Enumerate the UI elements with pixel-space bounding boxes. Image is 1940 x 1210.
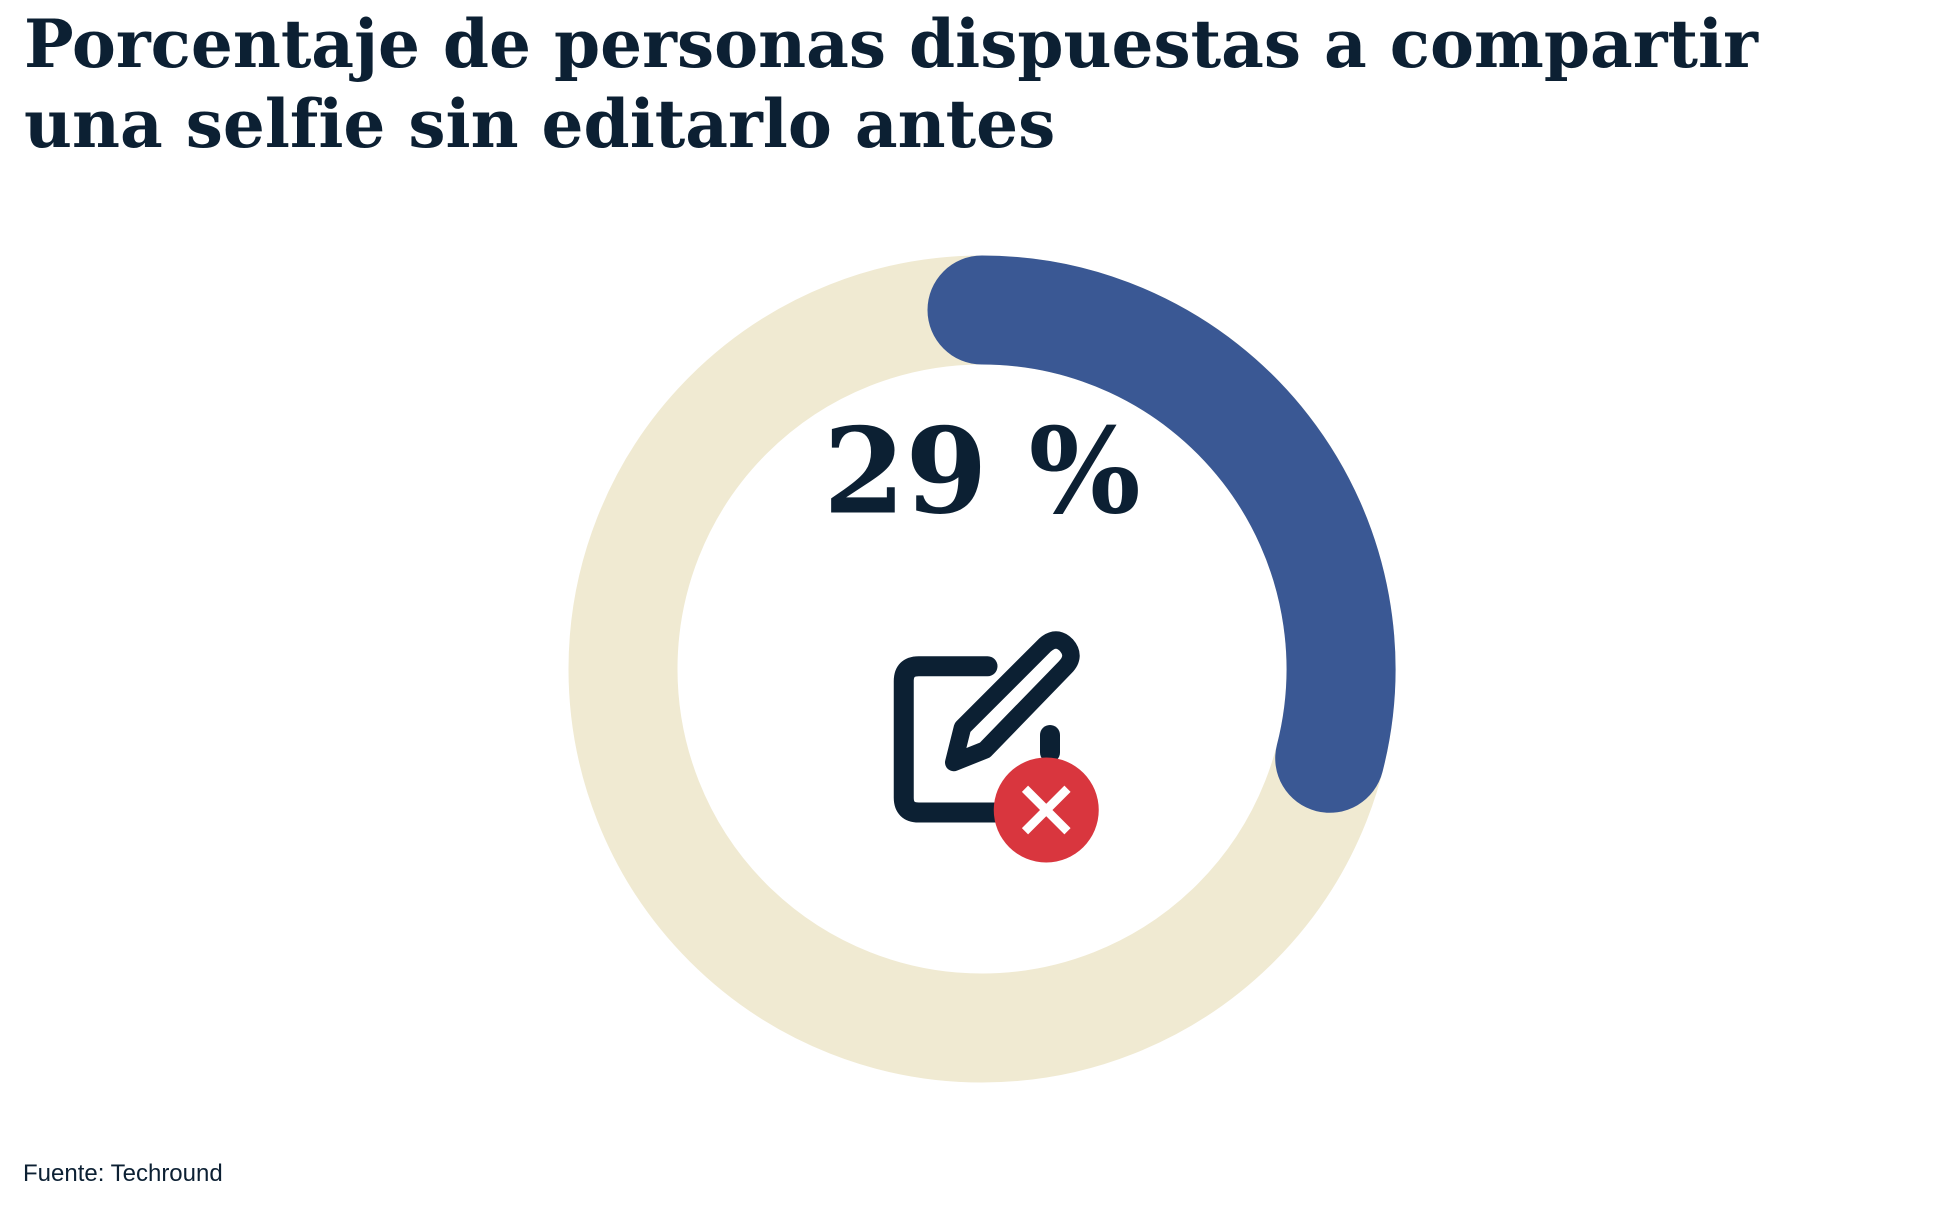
donut-segment	[927, 255, 1396, 813]
source: Fuente: Techround	[23, 1160, 223, 1187]
value-label: 29 %	[823, 402, 1140, 541]
icon-cross	[1021, 785, 1071, 835]
chart-title: Porcentaje de personas dispuestas a comp…	[24, 5, 1758, 163]
chart: 29 %	[568, 255, 1396, 1083]
edit-icon	[893, 631, 1099, 863]
icon-frame	[893, 656, 1010, 823]
icon-pencil	[945, 631, 1080, 772]
